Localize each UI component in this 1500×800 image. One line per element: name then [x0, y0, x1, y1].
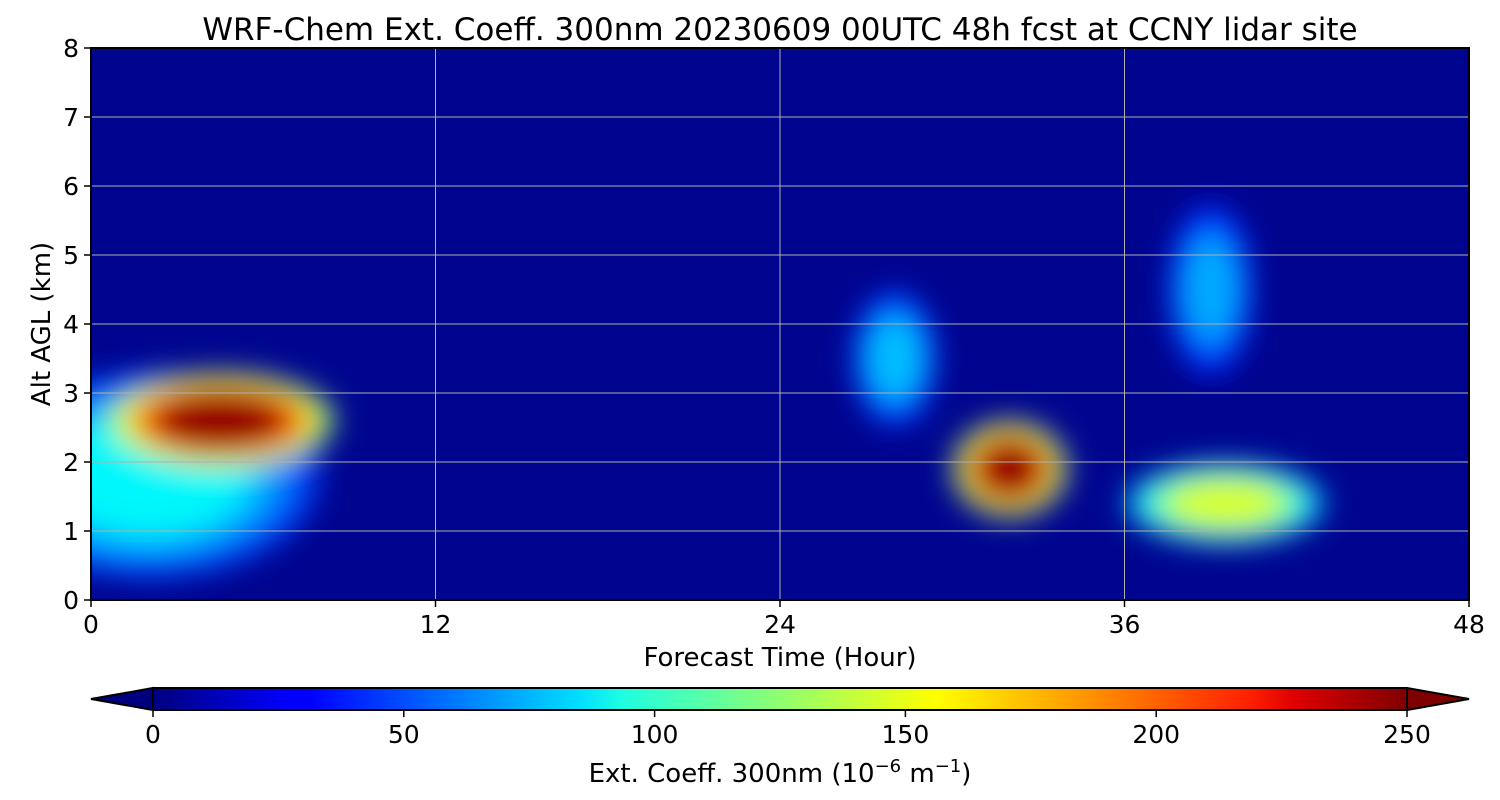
colorbar-ticks: 0 50 100 150 200 250	[145, 710, 1431, 749]
field-contour	[977, 441, 1042, 496]
y-tick-label: 8	[63, 34, 79, 63]
x-tick-label: 0	[83, 610, 99, 639]
colorbar-tick-label: 200	[1132, 720, 1180, 749]
colorbar-tick-label: 150	[882, 720, 930, 749]
y-tick-label: 3	[63, 379, 79, 408]
y-axis: 0 1 2 3 4 5 6 7 8	[63, 34, 91, 615]
field-contour	[155, 393, 285, 448]
field-contour	[870, 319, 919, 398]
field-contour	[1168, 480, 1282, 527]
colorbar-tick-label: 100	[631, 720, 679, 749]
field-contour	[1186, 241, 1235, 338]
plot-area	[90, 47, 1470, 601]
colorbar-body	[153, 688, 1407, 710]
colorbar-label: Ext. Coeff. 300nm (10−6 m−1)	[589, 756, 972, 789]
colorbar-extend-low	[90, 686, 154, 712]
y-tick-label: 1	[63, 517, 79, 546]
colorbar-tick-label: 0	[145, 720, 161, 749]
y-axis-label: Alt AGL (km)	[27, 242, 57, 406]
colorbar-frame	[152, 687, 1408, 711]
y-tick-label: 5	[63, 241, 79, 270]
y-tick-label: 4	[63, 310, 79, 339]
x-tick-label: 12	[420, 610, 452, 639]
colorbar: 0 50 100 150 200 250 Ext. Coeff. 300nm (10−6 …	[90, 686, 1470, 789]
x-tick-label: 24	[764, 610, 796, 639]
chart-title: WRF-Chem Ext. Coeff. 300nm 20230609 00UT…	[202, 12, 1357, 48]
colorbar-extend-high	[1406, 686, 1470, 712]
y-tick-label: 0	[63, 586, 79, 615]
y-tick-label: 7	[63, 103, 79, 132]
x-axis: 0 12 24 36 48	[83, 600, 1485, 639]
y-tick-label: 2	[63, 448, 79, 477]
x-tick-label: 36	[1109, 610, 1141, 639]
x-axis-label: Forecast Time (Hour)	[643, 643, 916, 673]
x-tick-label: 48	[1453, 610, 1485, 639]
grid-lines	[90, 47, 1470, 601]
colorbar-tick-label: 50	[388, 720, 420, 749]
y-tick-label: 6	[63, 172, 79, 201]
colorbar-tick-label: 250	[1383, 720, 1431, 749]
